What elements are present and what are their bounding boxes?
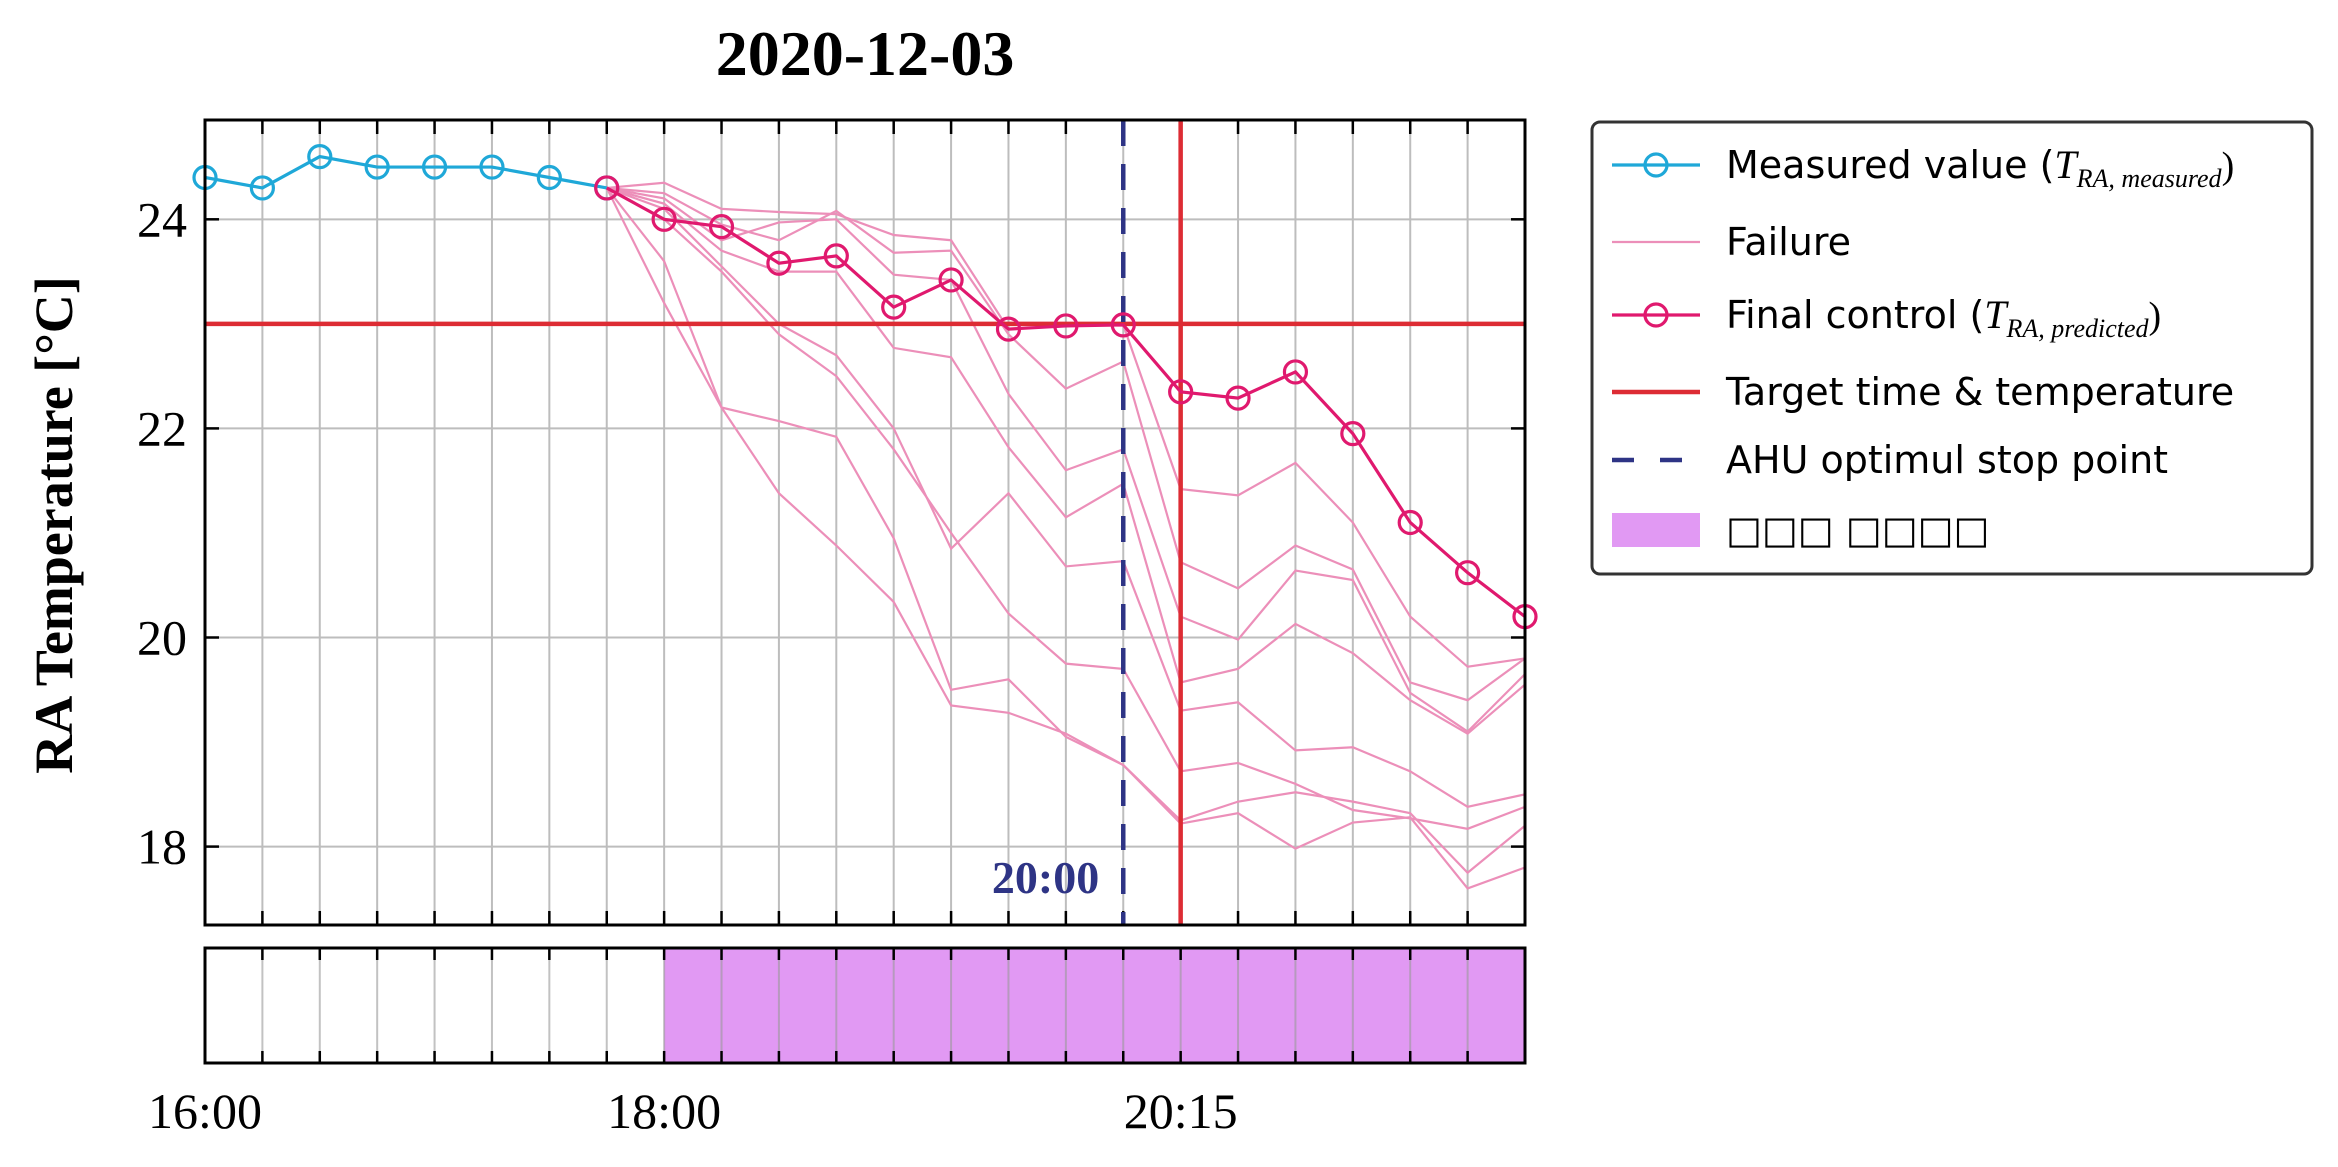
y-axis-label: RA Temperature [°C] bbox=[24, 276, 84, 774]
y-tick-label: 22 bbox=[137, 400, 187, 456]
chart-title: 2020-12-03 bbox=[716, 18, 1015, 89]
control-strip bbox=[203, 946, 1527, 1065]
final-marker bbox=[766, 250, 792, 276]
final-marker bbox=[1340, 421, 1366, 447]
legend-handle-shade bbox=[1612, 513, 1700, 547]
failure-line bbox=[606, 186, 1525, 736]
final-marker bbox=[1397, 509, 1423, 536]
failure-line bbox=[605, 187, 1525, 875]
legend-label-target: Target time & temperature bbox=[1725, 370, 2234, 414]
x-tick-label: 18:00 bbox=[607, 1083, 721, 1139]
y-tick-label: 20 bbox=[137, 610, 187, 666]
final-marker bbox=[995, 316, 1022, 342]
measured-marker bbox=[479, 154, 505, 180]
final-marker bbox=[708, 214, 735, 240]
final-marker bbox=[1110, 312, 1136, 338]
x-axis-tick-labels: 16:00 18:00 20:15 bbox=[148, 1083, 1238, 1139]
final-marker bbox=[1455, 560, 1481, 586]
measured-marker bbox=[421, 154, 448, 180]
legend-marker-measured bbox=[1643, 152, 1669, 178]
final-marker bbox=[1282, 359, 1309, 385]
final-marker bbox=[1168, 379, 1194, 405]
ahu-stop-label: 20:00 bbox=[992, 852, 1099, 903]
legend-frame bbox=[1590, 120, 2314, 576]
legend-label-final: Final control (TRA, predicted) bbox=[1726, 292, 2161, 343]
failure-line bbox=[606, 186, 1525, 809]
failure-line bbox=[605, 187, 1525, 890]
measured-line bbox=[205, 154, 608, 190]
final-line bbox=[605, 186, 1525, 618]
legend-label-failure: Failure bbox=[1726, 220, 1851, 264]
final-marker bbox=[594, 175, 620, 201]
legend-label-measured: Measured value (TRA, measured) bbox=[1726, 142, 2234, 193]
failure-line bbox=[606, 186, 1525, 734]
shaded-region bbox=[664, 948, 1525, 1063]
x-tick-label: 16:00 bbox=[148, 1083, 262, 1139]
measured-marker bbox=[307, 143, 333, 170]
y-tick-label: 24 bbox=[137, 191, 187, 247]
measured-marker bbox=[249, 175, 275, 201]
legend: Measured value (TRA, measured) Failure Fin… bbox=[1590, 120, 2314, 576]
final-marker bbox=[823, 243, 849, 269]
failure-line bbox=[606, 186, 1525, 702]
final-marker bbox=[651, 206, 677, 232]
legend-label-stop: AHU optimul stop point bbox=[1726, 438, 2168, 482]
x-tick-label: 20:15 bbox=[1124, 1083, 1238, 1139]
main-plot-area: 18 20 22 24 20:00 bbox=[137, 118, 1538, 927]
final-marker bbox=[1225, 385, 1251, 411]
plot-frame bbox=[203, 118, 1527, 927]
measured-marker bbox=[536, 164, 562, 191]
legend-label-shade: □□□ □□□□ bbox=[1726, 508, 1989, 552]
legend-marker-final bbox=[1643, 302, 1669, 328]
measured-marker bbox=[364, 154, 390, 180]
failure-line bbox=[606, 186, 1525, 830]
final-marker bbox=[938, 267, 964, 293]
final-marker bbox=[1053, 313, 1079, 339]
final-marker bbox=[881, 294, 907, 320]
strip-frame bbox=[203, 946, 1527, 1065]
y-tick-label: 18 bbox=[137, 819, 187, 875]
